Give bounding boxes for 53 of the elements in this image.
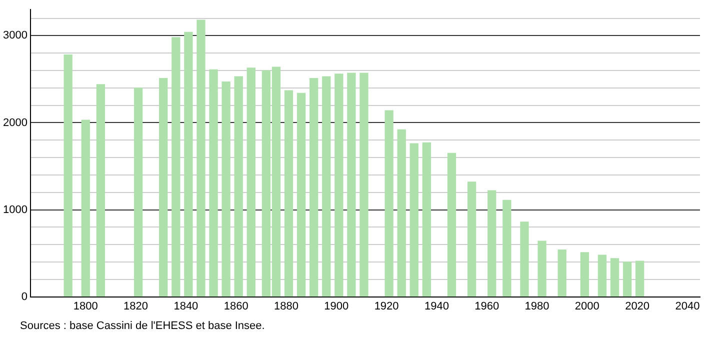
bar	[538, 240, 546, 297]
x-tick-label: 2040	[675, 300, 700, 312]
bar	[488, 190, 496, 297]
bar	[635, 260, 644, 297]
x-tick-label: 2020	[625, 300, 650, 312]
x-tick-label: 1960	[474, 300, 500, 312]
bar	[284, 90, 294, 297]
bar	[622, 262, 632, 297]
bar	[184, 32, 193, 297]
bar	[334, 74, 344, 297]
bar	[209, 69, 218, 297]
y-tick-label: 2000	[2, 116, 28, 129]
x-tick-label: 1980	[524, 300, 550, 312]
x-tick-label: 2000	[574, 300, 600, 312]
bar	[397, 129, 406, 297]
bar	[310, 78, 318, 297]
bar	[447, 152, 456, 297]
bar	[410, 143, 418, 297]
bar	[598, 254, 607, 297]
bar	[610, 258, 620, 297]
x-tick-label: 1840	[174, 300, 198, 312]
bar	[234, 76, 243, 297]
bar	[360, 72, 368, 297]
bar	[384, 110, 394, 297]
bar	[580, 252, 589, 297]
bar	[96, 84, 106, 297]
bar	[81, 120, 90, 297]
y-tick-label: 0	[21, 290, 28, 303]
bar	[246, 68, 256, 297]
bar	[347, 72, 356, 297]
x-tick-label: 1800	[73, 300, 98, 312]
bar	[222, 82, 230, 297]
bar	[558, 249, 566, 297]
bar	[296, 92, 306, 297]
y-tick-label: 3000	[2, 30, 28, 42]
y-tick-label: 1000	[2, 204, 28, 216]
bar	[502, 200, 512, 297]
x-tick-label: 1900	[324, 300, 349, 312]
bar	[64, 54, 72, 297]
x-tick-label: 1860	[224, 300, 248, 312]
bar	[134, 88, 143, 297]
x-tick-label: 1880	[274, 300, 298, 312]
source-note: Sources : base Cassini de l'EHESS et base Insee.	[20, 320, 265, 332]
bar	[322, 76, 331, 297]
bar	[196, 20, 206, 297]
bar	[159, 78, 168, 297]
bar	[172, 37, 180, 297]
bar	[520, 222, 529, 297]
bar	[422, 142, 431, 297]
x-tick-label: 1820	[124, 300, 148, 312]
x-tick-label: 1920	[374, 300, 399, 312]
bar	[467, 182, 476, 297]
x-tick-label: 1940	[424, 300, 449, 312]
